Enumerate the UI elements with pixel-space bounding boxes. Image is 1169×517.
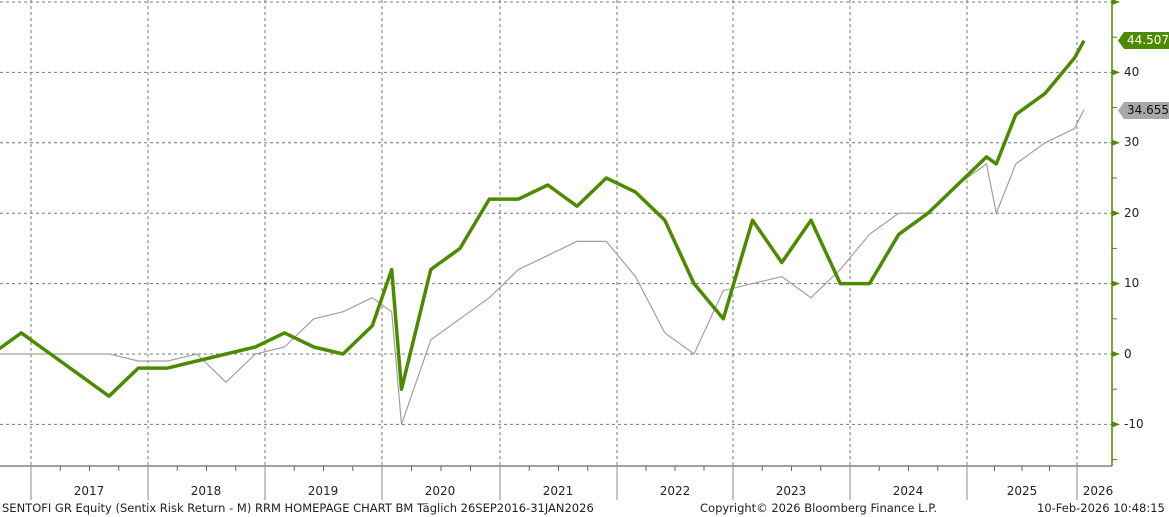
x-label-2024: 2024 xyxy=(892,484,924,498)
y-label-0: 0 xyxy=(1124,347,1132,361)
last-value-tag-benchmark: 34.6554 xyxy=(1118,102,1169,119)
y-label-minus-10: -10 xyxy=(1124,417,1144,431)
x-label-2022: 2022 xyxy=(659,484,691,498)
chart-description: SENTOFI GR Equity (Sentix Risk Return - … xyxy=(2,501,594,515)
y-label-30: 30 xyxy=(1124,135,1140,149)
x-label-2018: 2018 xyxy=(190,484,222,498)
grid-lines xyxy=(0,0,1112,466)
x-label-2021: 2021 xyxy=(542,484,574,498)
y-label-20: 20 xyxy=(1124,206,1140,220)
x-label-2025: 2025 xyxy=(1006,484,1038,498)
x-label-2019: 2019 xyxy=(307,484,339,498)
sentofi-series-line xyxy=(0,39,1086,398)
x-label-2026: 2026 xyxy=(1082,484,1114,498)
y-axis-ticks xyxy=(1112,0,1120,461)
benchmark-series-line xyxy=(0,109,1085,425)
copyright-text: Copyright© 2026 Bloomberg Finance L.P. xyxy=(700,501,937,515)
timestamp: 10-Feb-2026 10:48:15 xyxy=(1037,501,1165,515)
x-axis-ticks xyxy=(30,466,1078,500)
x-label-2023: 2023 xyxy=(775,484,807,498)
y-label-40: 40 xyxy=(1124,65,1140,79)
x-label-2020: 2020 xyxy=(424,484,456,498)
x-label-2017: 2017 xyxy=(73,484,105,498)
y-label-10: 10 xyxy=(1124,276,1140,290)
